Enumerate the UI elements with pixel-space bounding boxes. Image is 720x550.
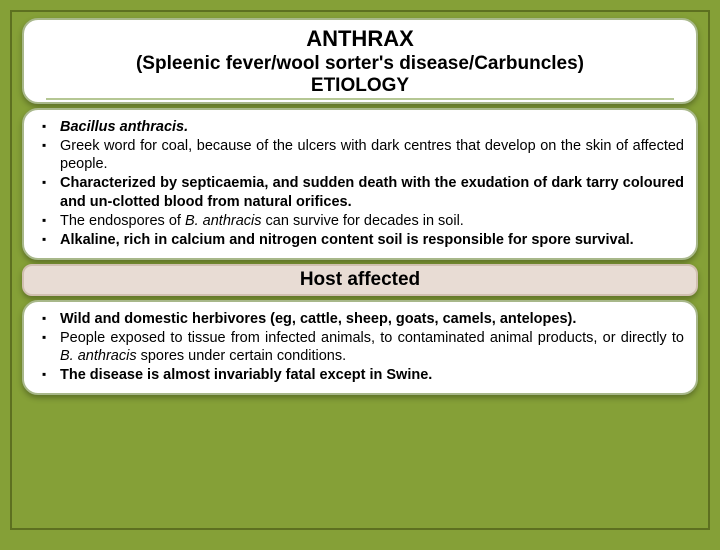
list-item: The disease is almost invariably fatal e… [60, 366, 684, 384]
host-list: Wild and domestic herbivores (eg, cattle… [60, 310, 684, 385]
etiology-header: ETIOLOGY [46, 73, 674, 100]
list-item: The endospores of B. anthracis can survi… [60, 212, 684, 230]
title-main: ANTHRAX [36, 26, 684, 52]
slide-container: ANTHRAX (Spleenic fever/wool sorter's di… [10, 10, 710, 530]
list-item: People exposed to tissue from infected a… [60, 329, 684, 365]
etiology-card: Bacillus anthracis.Greek word for coal, … [22, 108, 698, 260]
list-item: Alkaline, rich in calcium and nitrogen c… [60, 231, 684, 249]
list-item: Bacillus anthracis. [60, 118, 684, 136]
host-header: Host affected [22, 264, 698, 296]
etiology-list: Bacillus anthracis.Greek word for coal, … [60, 118, 684, 249]
title-card: ANTHRAX (Spleenic fever/wool sorter's di… [22, 18, 698, 104]
list-item: Greek word for coal, because of the ulce… [60, 137, 684, 173]
host-card: Wild and domestic herbivores (eg, cattle… [22, 300, 698, 396]
title-sub: (Spleenic fever/wool sorter's disease/Ca… [36, 53, 684, 75]
list-item: Characterized by septicaemia, and sudden… [60, 174, 684, 210]
list-item: Wild and domestic herbivores (eg, cattle… [60, 310, 684, 328]
